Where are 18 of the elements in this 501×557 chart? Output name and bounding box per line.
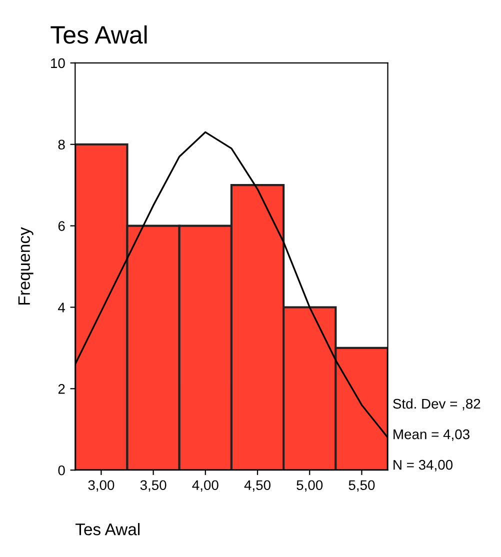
x-tick-label: 4,00 — [192, 480, 218, 492]
y-tick-label: 2 — [58, 384, 65, 394]
y-axis-title: Frequency — [18, 227, 34, 305]
y-tick-label: 6 — [58, 221, 65, 231]
x-tick-label: 3,00 — [88, 480, 114, 492]
text: N = 34,00 — [394, 460, 453, 472]
y-tick-label: 10 — [51, 58, 65, 68]
text: Mean = 4,03 — [394, 429, 470, 441]
text: Std. Dev = ,82 — [393, 398, 480, 410]
x-axis-title: Tes Awal — [76, 523, 140, 536]
x-tick-label: 5,50 — [348, 480, 375, 492]
y-tick-label: 4 — [58, 302, 66, 312]
chart-title: Tes Awal — [50, 25, 147, 44]
y-tick-label: 8 — [58, 140, 65, 150]
x-tick-label: 3,50 — [140, 480, 166, 492]
y-tick-label: 0 — [58, 465, 65, 476]
x-tick-label: 4,50 — [244, 480, 270, 492]
x-tick-label: 5,00 — [296, 480, 323, 492]
